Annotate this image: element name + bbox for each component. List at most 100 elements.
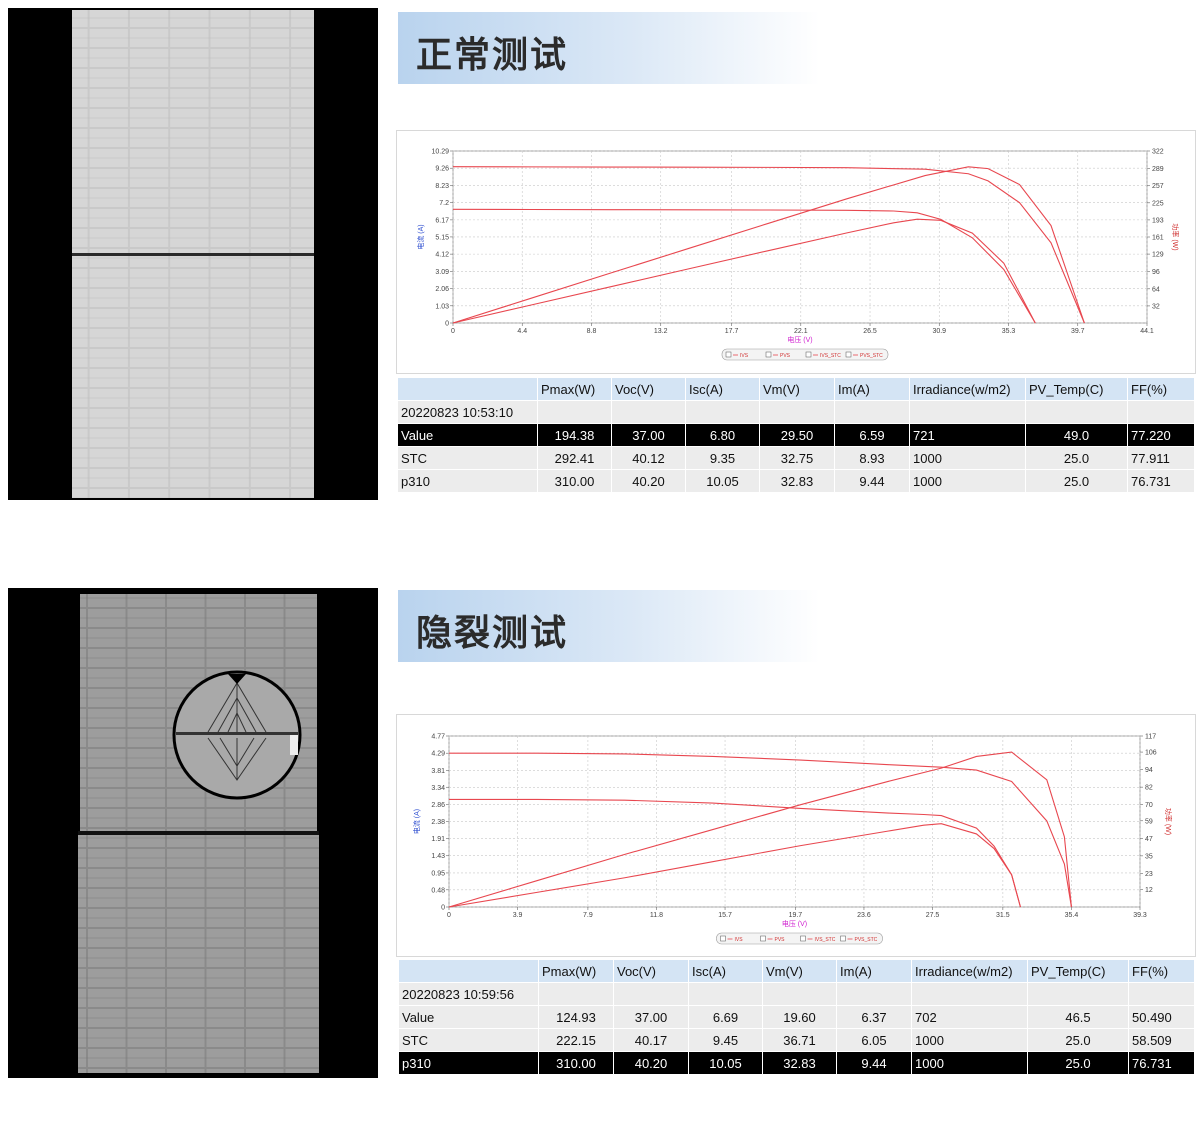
y2-tick-label: 106 xyxy=(1145,750,1157,757)
timestamp-cell: 20220823 10:53:10 xyxy=(397,400,538,424)
empty-cell xyxy=(911,982,1028,1006)
empty-cell xyxy=(613,982,689,1006)
empty-cell xyxy=(759,400,835,424)
empty-cell xyxy=(538,982,614,1006)
result-table: Pmax(W) Voc(V) Isc(A) Vm(V) Im(A) Irradiance(… xyxy=(397,377,1195,493)
y-axis-label: 电流 (A) xyxy=(412,809,421,834)
x-tick-label: 15.7 xyxy=(718,912,732,919)
value-cell: 9.44 xyxy=(836,1051,912,1075)
header-cell xyxy=(397,377,538,401)
empty-cell xyxy=(1025,400,1128,424)
row-label: STC xyxy=(398,1028,539,1052)
y2-axis-label: 功率 (W) xyxy=(1164,808,1173,835)
y2-tick-label: 59 xyxy=(1145,818,1153,825)
header-cell: Irradiance(w/m2) xyxy=(909,377,1026,401)
empty-cell xyxy=(688,982,763,1006)
timestamp-row: 20220823 10:53:10 xyxy=(397,400,1195,424)
header-row: Pmax(W) Voc(V) Isc(A) Vm(V) Im(A) Irradiance(… xyxy=(398,959,1195,983)
y-tick-label: 0 xyxy=(445,321,449,328)
timestamp-row: 20220823 10:59:56 xyxy=(398,982,1195,1006)
y-tick-label: 4.77 xyxy=(431,734,445,741)
value-cell: 29.50 xyxy=(759,423,835,447)
series-line xyxy=(448,823,1021,908)
value-cell: 1000 xyxy=(909,446,1026,470)
x-tick-label: 30.9 xyxy=(932,328,946,335)
series-line xyxy=(449,798,1021,908)
section-title: 隐裂测试 xyxy=(416,613,569,654)
section-title: 正常测试 xyxy=(416,35,569,76)
x-tick-label: 19.7 xyxy=(789,912,803,919)
y-tick-label: 4.29 xyxy=(431,751,445,758)
value-cell: 32.83 xyxy=(762,1051,837,1075)
y-tick-label: 3.09 xyxy=(435,269,449,276)
value-cell: 46.5 xyxy=(1027,1005,1129,1029)
header-cell: Im(A) xyxy=(834,377,910,401)
value-cell: 721 xyxy=(909,423,1026,447)
row-label: STC xyxy=(397,446,538,470)
value-cell: 8.93 xyxy=(834,446,910,470)
x-tick-label: 23.6 xyxy=(857,912,871,919)
y2-tick-label: 289 xyxy=(1152,166,1164,173)
legend-label: IVS_STC xyxy=(820,353,841,359)
empty-cell xyxy=(1127,400,1195,424)
y2-tick-label: 64 xyxy=(1152,286,1160,293)
value-cell: 49.0 xyxy=(1025,423,1128,447)
y-tick-label: 0.48 xyxy=(431,887,445,894)
legend-label: PVS_STC xyxy=(860,353,883,359)
value-cell: 76.731 xyxy=(1128,1051,1195,1075)
series-line xyxy=(452,218,1036,324)
value-cell: 702 xyxy=(911,1005,1028,1029)
value-cell: 77.911 xyxy=(1127,446,1195,470)
y-tick-label: 4.12 xyxy=(435,252,449,259)
series-line xyxy=(449,752,1072,908)
legend-checkbox xyxy=(720,935,726,942)
x-tick-label: 31.5 xyxy=(996,912,1010,919)
y-tick-label: 0 xyxy=(441,905,445,912)
value-cell: 25.0 xyxy=(1025,469,1128,493)
y2-tick-label: 32 xyxy=(1152,303,1160,310)
row-label: p310 xyxy=(397,469,538,493)
value-cell: 10.05 xyxy=(688,1051,763,1075)
value-cell: 222.15 xyxy=(538,1028,614,1052)
value-cell: 9.45 xyxy=(688,1028,763,1052)
x-tick-label: 17.7 xyxy=(725,328,739,335)
data-row: Value 194.38 37.00 6.80 29.50 6.59 721 49.0 77.2… xyxy=(397,423,1195,447)
header-cell: Voc(V) xyxy=(613,959,689,983)
y-tick-label: 8.23 xyxy=(435,183,449,190)
x-tick-label: 39.3 xyxy=(1133,912,1147,919)
series-line xyxy=(452,208,1036,324)
value-cell: 40.17 xyxy=(613,1028,689,1052)
y2-axis-label: 功率 (W) xyxy=(1171,223,1180,250)
legend-checkbox xyxy=(765,351,772,358)
value-cell: 58.509 xyxy=(1128,1028,1195,1052)
row-label: Value xyxy=(397,423,538,447)
header-cell: Irradiance(w/m2) xyxy=(911,959,1028,983)
x-tick-label: 44.1 xyxy=(1140,328,1154,335)
legend-checkbox xyxy=(805,351,812,358)
title-banner: 隐裂测试 xyxy=(398,590,820,662)
y-tick-label: 1.91 xyxy=(431,836,445,843)
y2-tick-label: 117 xyxy=(1145,734,1156,741)
result-table: Pmax(W) Voc(V) Isc(A) Vm(V) Im(A) Irradiance(… xyxy=(398,959,1195,1075)
y-tick-label: 5.15 xyxy=(435,234,449,241)
y-tick-label: 7.2 xyxy=(439,200,449,207)
value-cell: 9.44 xyxy=(834,469,910,493)
row-label: Value xyxy=(398,1005,539,1029)
header-row: Pmax(W) Voc(V) Isc(A) Vm(V) Im(A) Irradiance(… xyxy=(397,377,1195,401)
header-cell: Isc(A) xyxy=(685,377,760,401)
empty-cell xyxy=(762,982,837,1006)
value-cell: 1000 xyxy=(909,469,1026,493)
value-cell: 40.20 xyxy=(611,469,686,493)
y-tick-label: 9.26 xyxy=(435,166,449,173)
y-tick-label: 2.86 xyxy=(431,802,445,809)
empty-cell xyxy=(836,982,912,1006)
y2-tick-label: 12 xyxy=(1145,887,1153,894)
header-cell: Isc(A) xyxy=(688,959,763,983)
value-cell: 6.05 xyxy=(836,1028,912,1052)
x-tick-label: 39.7 xyxy=(1071,328,1085,335)
x-tick-label: 0 xyxy=(447,912,451,919)
iv-chart: 0 0.48 0.95 1.43 1.91 2.38 2.86 3.34 3.81 4.29 4.7… xyxy=(412,734,1173,945)
empty-cell xyxy=(909,400,1026,424)
legend-checkbox xyxy=(845,351,852,358)
empty-cell xyxy=(537,400,612,424)
